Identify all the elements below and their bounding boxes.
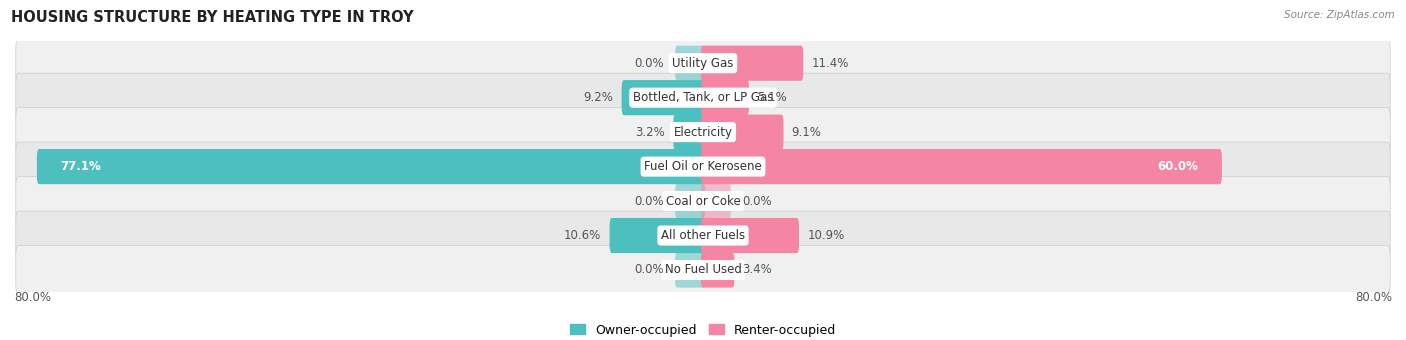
Text: All other Fuels: All other Fuels [661, 229, 745, 242]
Text: 3.2%: 3.2% [636, 126, 665, 139]
FancyBboxPatch shape [700, 46, 803, 81]
FancyBboxPatch shape [700, 184, 731, 219]
Text: 11.4%: 11.4% [811, 57, 849, 70]
Text: No Fuel Used: No Fuel Used [665, 264, 741, 276]
Text: 80.0%: 80.0% [14, 291, 51, 304]
FancyBboxPatch shape [15, 176, 1391, 225]
FancyBboxPatch shape [15, 245, 1391, 294]
Text: 0.0%: 0.0% [634, 57, 664, 70]
Text: 60.0%: 60.0% [1157, 160, 1198, 173]
Text: 0.0%: 0.0% [742, 194, 772, 207]
Legend: Owner-occupied, Renter-occupied: Owner-occupied, Renter-occupied [565, 319, 841, 340]
FancyBboxPatch shape [673, 115, 706, 150]
Text: Electricity: Electricity [673, 126, 733, 139]
Text: 9.1%: 9.1% [792, 126, 821, 139]
FancyBboxPatch shape [621, 80, 706, 115]
FancyBboxPatch shape [15, 39, 1391, 88]
FancyBboxPatch shape [700, 218, 799, 253]
Text: Fuel Oil or Kerosene: Fuel Oil or Kerosene [644, 160, 762, 173]
FancyBboxPatch shape [15, 73, 1391, 122]
Text: Bottled, Tank, or LP Gas: Bottled, Tank, or LP Gas [633, 91, 773, 104]
Text: Source: ZipAtlas.com: Source: ZipAtlas.com [1284, 10, 1395, 20]
FancyBboxPatch shape [15, 142, 1391, 191]
Text: 5.1%: 5.1% [758, 91, 787, 104]
FancyBboxPatch shape [700, 115, 783, 150]
FancyBboxPatch shape [700, 149, 1222, 184]
Text: 3.4%: 3.4% [742, 264, 772, 276]
FancyBboxPatch shape [610, 218, 706, 253]
FancyBboxPatch shape [15, 211, 1391, 260]
FancyBboxPatch shape [700, 80, 749, 115]
FancyBboxPatch shape [700, 252, 734, 288]
Text: 80.0%: 80.0% [1355, 291, 1392, 304]
Text: HOUSING STRUCTURE BY HEATING TYPE IN TROY: HOUSING STRUCTURE BY HEATING TYPE IN TRO… [11, 10, 413, 25]
FancyBboxPatch shape [675, 252, 706, 288]
FancyBboxPatch shape [675, 184, 706, 219]
FancyBboxPatch shape [15, 108, 1391, 157]
Text: Coal or Coke: Coal or Coke [665, 194, 741, 207]
Text: 0.0%: 0.0% [634, 264, 664, 276]
FancyBboxPatch shape [37, 149, 706, 184]
FancyBboxPatch shape [675, 46, 706, 81]
Text: 10.6%: 10.6% [564, 229, 602, 242]
Text: 9.2%: 9.2% [583, 91, 613, 104]
Text: 10.9%: 10.9% [807, 229, 845, 242]
Text: 77.1%: 77.1% [60, 160, 101, 173]
Text: 0.0%: 0.0% [634, 194, 664, 207]
Text: Utility Gas: Utility Gas [672, 57, 734, 70]
